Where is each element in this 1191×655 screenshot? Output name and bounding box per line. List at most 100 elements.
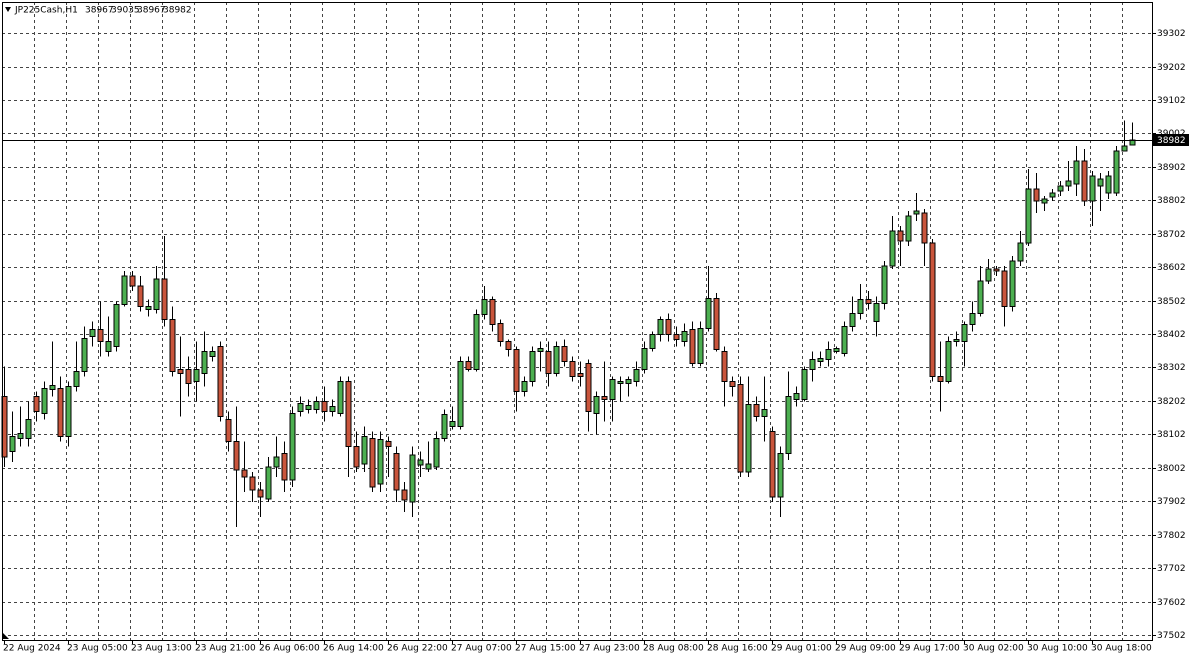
y-tick-label: 38902	[1157, 163, 1186, 173]
candle-body	[449, 421, 456, 428]
y-tick-label: 37502	[1157, 631, 1186, 641]
candle-body	[505, 340, 512, 350]
x-tick-label: 27 Aug 07:00	[451, 644, 512, 654]
candle-body	[481, 298, 488, 315]
candle-body	[361, 436, 368, 465]
candle-body	[585, 362, 592, 413]
x-tick-label: 28 Aug 08:00	[643, 644, 704, 654]
x-tick-label: 28 Aug 16:00	[707, 644, 768, 654]
candle-body	[121, 275, 128, 305]
candle-body	[217, 345, 224, 418]
candle-body	[345, 381, 352, 448]
candle-body	[1121, 145, 1128, 152]
y-tick-label: 38702	[1157, 230, 1186, 240]
candle-body	[241, 469, 248, 478]
candle-body	[369, 438, 376, 488]
candle-body	[1025, 188, 1032, 244]
candle-body	[321, 401, 328, 413]
y-tick-label: 38102	[1157, 430, 1186, 440]
y-tick-label: 37902	[1157, 497, 1186, 507]
candle-body	[385, 441, 392, 448]
candle-body	[993, 268, 1000, 272]
candle-body	[617, 381, 624, 385]
last-price-tag	[1153, 134, 1189, 146]
candle-body	[65, 386, 72, 438]
candle-body	[945, 340, 952, 383]
candle-body	[705, 297, 712, 329]
candle-body	[721, 350, 728, 383]
candle-body	[985, 268, 992, 282]
y-tick-label: 38402	[1157, 330, 1186, 340]
candle-body	[329, 406, 336, 413]
candle-body	[1073, 160, 1080, 185]
candle-body	[873, 302, 880, 322]
y-tick-label: 38202	[1157, 397, 1186, 407]
candle-body	[305, 405, 312, 411]
candle-body	[193, 368, 200, 383]
candle-body	[209, 350, 216, 357]
x-tick-label: 29 Aug 17:00	[899, 644, 960, 654]
candle-body	[1049, 192, 1056, 198]
candle-body	[737, 384, 744, 473]
candle-body	[905, 215, 912, 242]
candle-body	[457, 360, 464, 428]
x-tick-label: 29 Aug 01:00	[771, 644, 832, 654]
x-tick-label: 26 Aug 14:00	[323, 644, 384, 654]
candle-body	[641, 347, 648, 370]
y-tick-label: 37802	[1157, 531, 1186, 541]
candle-body	[729, 381, 736, 388]
candle-body	[137, 285, 144, 307]
candle-body	[561, 345, 568, 362]
candle-body	[625, 379, 632, 385]
candle-body	[1009, 260, 1016, 307]
candle-body	[841, 325, 848, 354]
candle-body	[409, 454, 416, 503]
candle-body	[825, 348, 832, 360]
candle-body	[577, 372, 584, 378]
candle-body	[889, 230, 896, 267]
candle-body	[1057, 185, 1064, 192]
candle-body	[681, 330, 688, 342]
y-tick-label: 39302	[1157, 29, 1186, 39]
candle-body	[921, 212, 928, 244]
candle-body	[225, 419, 232, 443]
candle-body	[1081, 160, 1088, 202]
candle-body	[1113, 150, 1120, 194]
candle-body	[289, 413, 296, 481]
x-tick-label: 23 Aug 13:00	[131, 644, 192, 654]
candle-body	[849, 312, 856, 327]
candle-body	[49, 385, 56, 391]
candle-body	[785, 396, 792, 455]
candle-body	[81, 337, 88, 372]
candle-body	[537, 347, 544, 352]
candle-body	[633, 368, 640, 383]
candles	[1, 120, 1152, 527]
candle-body	[545, 350, 552, 374]
candle-body	[953, 338, 960, 342]
candle-body	[25, 419, 32, 440]
candle-body	[745, 404, 752, 473]
candle-body	[657, 318, 664, 335]
candle-body	[777, 453, 784, 498]
x-tick-label: 30 Aug 10:00	[1027, 644, 1088, 654]
candle-body	[1041, 198, 1048, 204]
x-tick-label: 23 Aug 05:00	[67, 644, 128, 654]
candle-body	[977, 280, 984, 314]
candle-body	[553, 345, 560, 374]
menu-arrow[interactable]	[5, 7, 11, 12]
last-price-label: 38982	[1157, 136, 1186, 146]
candle-body	[593, 396, 600, 415]
candle-body	[393, 453, 400, 491]
candle-body	[769, 431, 776, 498]
candle-body	[297, 403, 304, 413]
candle-body	[105, 340, 112, 352]
ohlc-open: 38967	[85, 6, 114, 16]
candle-body	[9, 436, 16, 453]
x-tick-label: 29 Aug 09:00	[835, 644, 896, 654]
candle-body	[249, 476, 256, 491]
candle-body	[89, 328, 96, 337]
y-tick-label: 37702	[1157, 564, 1186, 574]
candle-body	[169, 318, 176, 372]
